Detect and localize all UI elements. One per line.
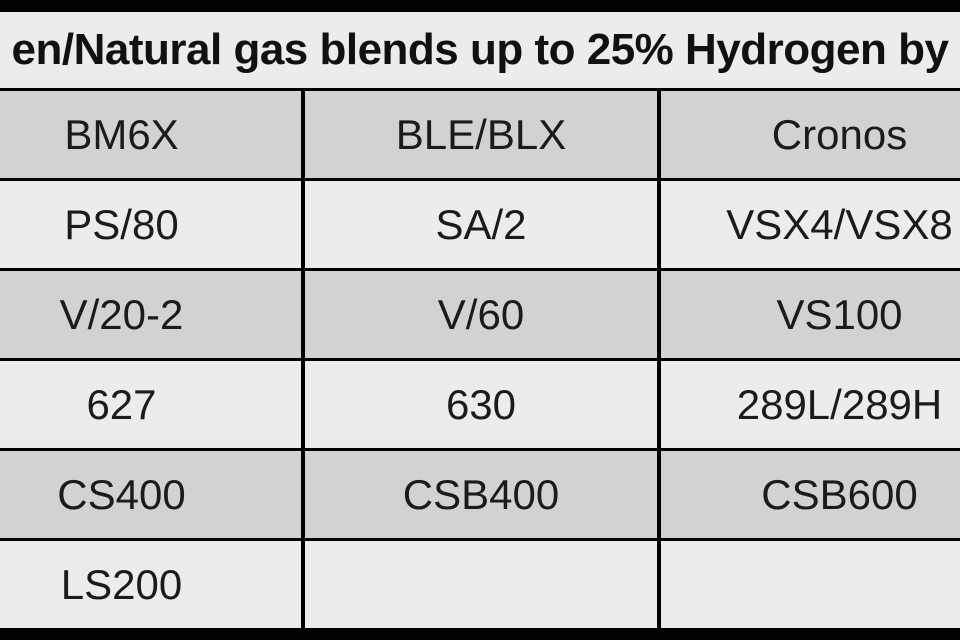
table-cell <box>661 541 960 628</box>
table-cell: 627 <box>0 361 301 448</box>
table-cell: CSB600 <box>661 451 960 538</box>
table-cell: CSB400 <box>305 451 657 538</box>
table-title-row: en/Natural gas blends up to 25% Hydrogen… <box>0 12 960 88</box>
table-cell: CS400 <box>0 451 301 538</box>
table-outer-border-top <box>0 0 960 12</box>
table-cell: V/20-2 <box>0 271 301 358</box>
table-title: en/Natural gas blends up to 25% Hydrogen… <box>11 25 949 74</box>
table-row: BM6X BLE/BLX Cronos <box>0 91 960 178</box>
table-row: CS400 CSB400 CSB600 <box>0 451 960 538</box>
table-cell: SA/2 <box>305 181 657 268</box>
table-outer-border-bottom <box>0 628 960 640</box>
models-table: en/Natural gas blends up to 25% Hydrogen… <box>0 12 960 628</box>
table-row: LS200 <box>0 541 960 628</box>
table-row: PS/80 SA/2 VSX4/VSX8 <box>0 181 960 268</box>
table-cell: 289L/289H <box>661 361 960 448</box>
table-cell: Cronos <box>661 91 960 178</box>
table-cell <box>305 541 657 628</box>
table-row: 627 630 289L/289H <box>0 361 960 448</box>
table-cell: PS/80 <box>0 181 301 268</box>
table-cell: BM6X <box>0 91 301 178</box>
table-cell: VSX4/VSX8 <box>661 181 960 268</box>
table-row: V/20-2 V/60 VS100 <box>0 271 960 358</box>
table-cell: LS200 <box>0 541 301 628</box>
table-cell: VS100 <box>661 271 960 358</box>
table-cell: BLE/BLX <box>305 91 657 178</box>
table-cell: V/60 <box>305 271 657 358</box>
table-cell: 630 <box>305 361 657 448</box>
